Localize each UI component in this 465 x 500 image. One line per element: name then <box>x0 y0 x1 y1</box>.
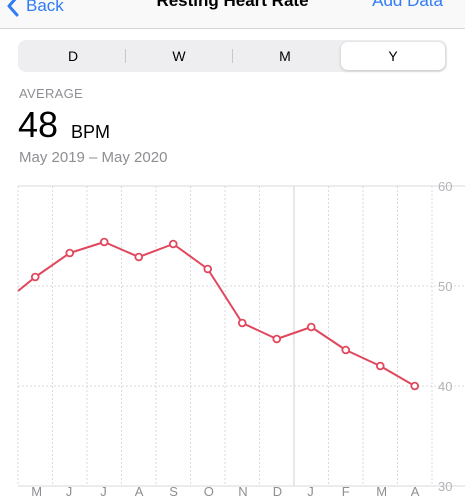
data-point[interactable] <box>65 248 75 258</box>
data-point[interactable] <box>99 237 109 247</box>
data-point[interactable] <box>272 334 282 344</box>
navigation-bar: Back Resting Heart Rate Add Data <box>0 0 465 29</box>
y-tick-label: 50 <box>438 279 452 294</box>
y-tick-label: 40 <box>438 379 452 394</box>
x-tick-label: O <box>204 484 214 499</box>
data-point[interactable] <box>134 252 144 262</box>
date-range: May 2019 – May 2020 <box>19 149 168 166</box>
average-label: AVERAGE <box>19 86 83 101</box>
segment-month[interactable]: M <box>279 48 291 64</box>
average-unit: BPM <box>71 122 111 142</box>
back-button[interactable]: Back <box>6 0 64 20</box>
segment-divider <box>232 49 233 63</box>
x-tick-label: M <box>376 484 387 499</box>
segment-day[interactable]: D <box>67 48 79 64</box>
data-point[interactable] <box>341 345 351 355</box>
data-point[interactable] <box>30 272 40 282</box>
data-point[interactable] <box>375 361 385 371</box>
y-tick-label: 60 <box>438 179 452 194</box>
x-tick-label: J <box>307 484 314 499</box>
x-tick-label: J <box>66 484 73 499</box>
x-tick-label: M <box>31 484 42 499</box>
page-title: Resting Heart Rate <box>156 0 309 10</box>
segment-year[interactable]: Y <box>341 42 445 70</box>
time-range-segmented-control: D W M Y <box>18 40 447 72</box>
data-point[interactable] <box>410 381 420 391</box>
chevron-left-icon <box>7 0 19 17</box>
x-tick-label: F <box>342 484 350 499</box>
x-tick-label: J <box>100 484 107 499</box>
add-data-button[interactable]: Add Data <box>372 0 443 10</box>
x-tick-label: S <box>169 484 178 499</box>
heart-rate-chart[interactable]: 30 40 50 60 M J J A S O N D J F M A <box>0 174 465 500</box>
data-point[interactable] <box>306 322 316 332</box>
x-tick-label: N <box>238 484 247 499</box>
data-point[interactable] <box>203 264 213 274</box>
segment-divider <box>125 49 126 63</box>
x-tick-label: D <box>273 484 282 499</box>
back-label: Back <box>26 0 64 15</box>
y-tick-label: 30 <box>438 479 452 494</box>
segment-week[interactable]: W <box>172 48 186 64</box>
heart-rate-series-line <box>17 241 416 387</box>
average-value: 48 <box>18 104 59 145</box>
x-tick-label: A <box>411 484 420 499</box>
data-point[interactable] <box>168 239 178 249</box>
data-point[interactable] <box>237 318 247 328</box>
x-tick-label: A <box>135 484 144 499</box>
